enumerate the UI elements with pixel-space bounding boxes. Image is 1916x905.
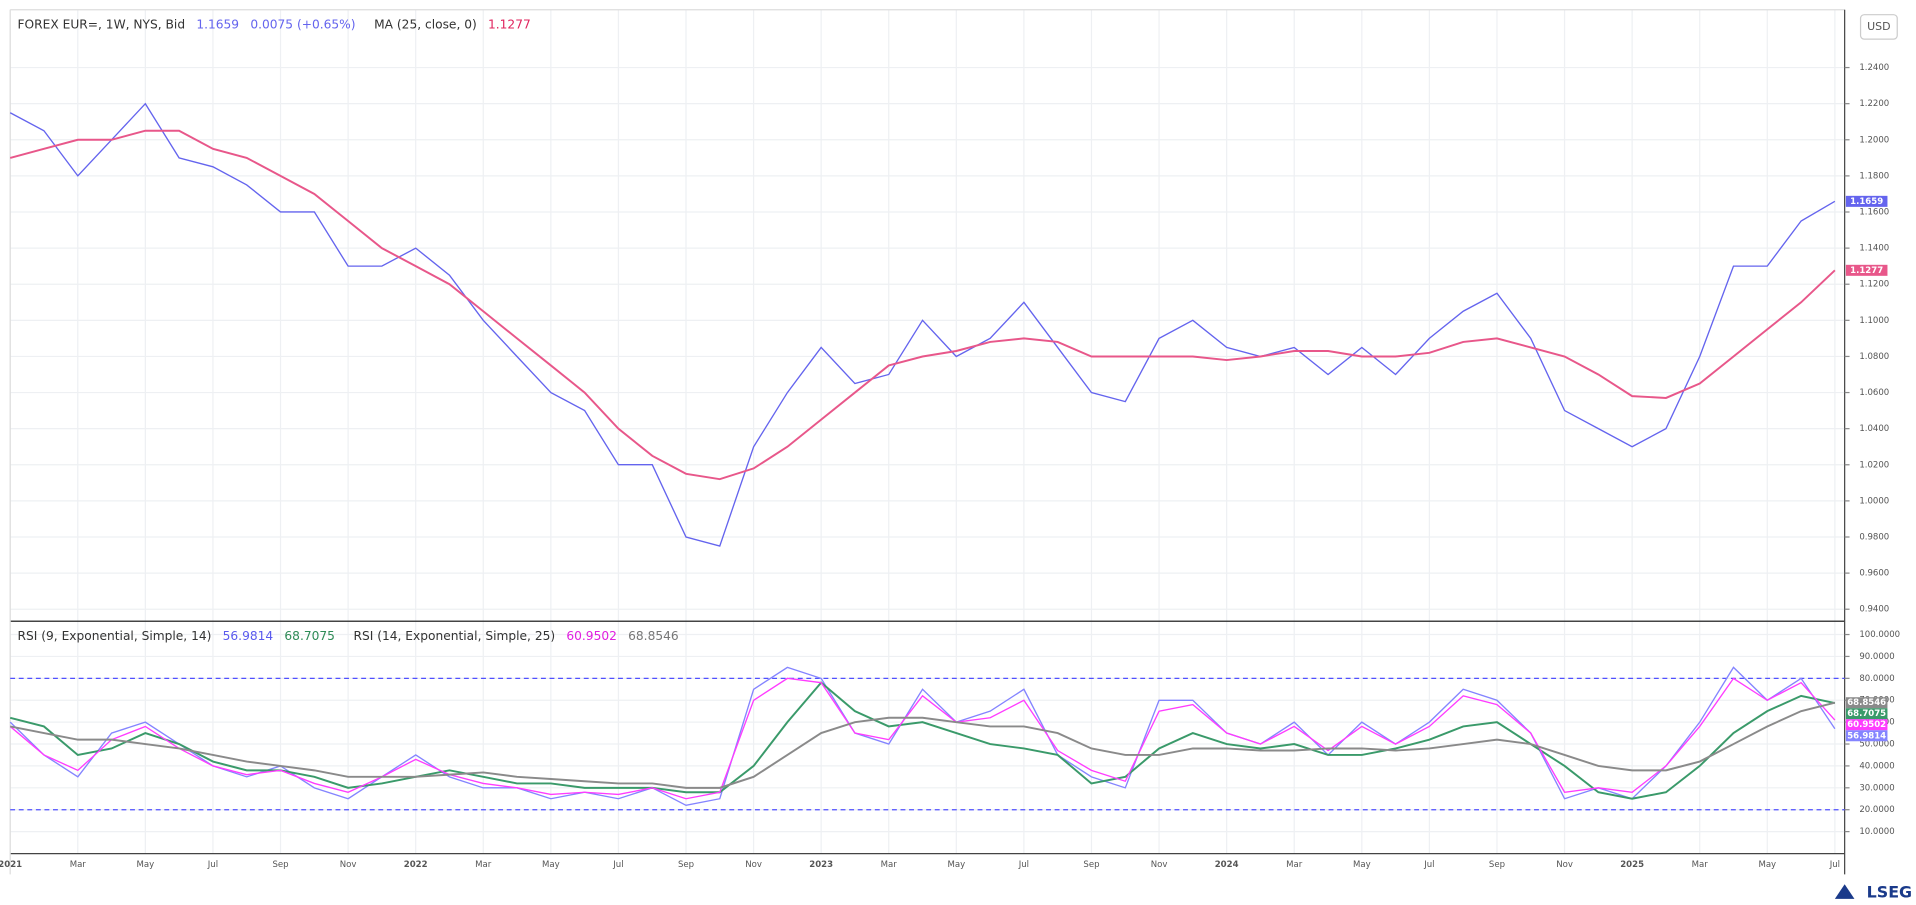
x-tick-label: May: [1758, 860, 1776, 870]
y-tick-label: 0.9800: [1859, 532, 1889, 542]
x-tick-label: May: [1353, 860, 1371, 870]
y-tick-label: 1.1800: [1859, 171, 1889, 181]
series-name: FOREX EUR=, 1W, NYS, Bid: [18, 17, 186, 31]
last-value-label: 56.9814: [1847, 731, 1886, 741]
x-tick-label: Jul: [1423, 860, 1434, 870]
logo: LSEG: [1834, 882, 1912, 901]
y-tick-label: 1.1600: [1859, 208, 1889, 218]
last-value-badge: [1845, 697, 1888, 709]
last-value: 1.1277: [488, 17, 531, 31]
rsi-legend: RSI (9, Exponential, Simple, 14) 56.9814…: [18, 628, 679, 642]
series-name: RSI (9, Exponential, Simple, 14): [18, 628, 212, 642]
series-name: MA (25, close, 0): [374, 17, 477, 31]
last-value-label: 1.1277: [1850, 266, 1883, 276]
last-value: 1.1659: [196, 17, 239, 31]
x-tick-label: Sep: [1083, 860, 1099, 870]
x-tick-label: Sep: [272, 860, 288, 870]
x-tick-label: May: [542, 860, 560, 870]
last-value-label: 68.7075: [1847, 709, 1886, 719]
change: 0.0075 (+0.65%): [250, 17, 355, 31]
x-tick-label: 2025: [1620, 860, 1644, 870]
y-tick-label: 80.0000: [1859, 674, 1894, 684]
last-value-badge: [1845, 264, 1888, 276]
x-tick-label: Mar: [475, 860, 492, 870]
y-tick-label: 90.0000: [1859, 652, 1894, 662]
x-tick-label: May: [137, 860, 155, 870]
x-tick-label: Mar: [1692, 860, 1709, 870]
last-value-badge: [1845, 719, 1888, 731]
series-line: [9, 677, 1836, 800]
x-tick-label: 2021: [0, 860, 22, 870]
last-value-label: 68.8546: [1847, 698, 1886, 708]
series-line: [10, 701, 1836, 789]
y-tick-label: 1.2000: [1859, 135, 1889, 145]
x-tick-label: Jul: [207, 860, 218, 870]
y-tick-label: 30.0000: [1859, 783, 1894, 793]
y-tick-label: 20.0000: [1859, 805, 1894, 815]
y-tick-label: 10.0000: [1859, 827, 1894, 837]
last-value: 68.8546: [628, 628, 679, 642]
x-tick-label: May: [947, 860, 965, 870]
currency-button-label[interactable]: USD: [1867, 20, 1891, 33]
series-line: [9, 129, 1836, 481]
y-tick-label: 1.0000: [1859, 496, 1889, 506]
x-tick-label: Nov: [340, 860, 357, 870]
x-tick-label: Mar: [70, 860, 87, 870]
x-tick-label: 2022: [404, 860, 428, 870]
x-tick-label: Sep: [678, 860, 694, 870]
y-tick-label: 1.2400: [1859, 63, 1889, 73]
y-tick-label: 100.0000: [1859, 630, 1900, 640]
x-tick-label: Sep: [1489, 860, 1505, 870]
last-value: 56.9814: [223, 628, 274, 642]
last-value-badge: [1845, 730, 1888, 742]
x-tick-label: Jul: [612, 860, 623, 870]
y-tick-label: 1.1200: [1859, 280, 1889, 290]
last-value: 60.9502: [566, 628, 617, 642]
last-value-badge: [1845, 708, 1888, 720]
x-tick-label: Nov: [1151, 860, 1168, 870]
x-tick-label: Mar: [881, 860, 898, 870]
last-value-label: 60.9502: [1847, 720, 1886, 730]
y-tick-label: 0.9400: [1859, 605, 1889, 615]
x-tick-label: 2024: [1215, 860, 1239, 870]
x-tick-label: Jul: [1018, 860, 1029, 870]
y-tick-label: 1.1000: [1859, 316, 1889, 326]
y-tick-label: 1.0400: [1859, 424, 1889, 434]
y-tick-label: 1.0800: [1859, 352, 1889, 362]
series-line: [9, 102, 1836, 547]
logo-text: LSEG: [1867, 882, 1912, 901]
x-tick-label: 2023: [809, 860, 833, 870]
x-tick-label: Nov: [1556, 860, 1573, 870]
plot: 2021 Mar May Jul Sep Nov 2022 Mar May Jul Sep Nov 20…: [0, 63, 1900, 870]
y-tick-label: 40.0000: [1859, 761, 1894, 771]
y-tick-label: 1.2200: [1859, 99, 1889, 109]
x-tick-label: Mar: [1286, 860, 1303, 870]
y-tick-label: 1.1400: [1859, 244, 1889, 254]
y-tick-label: 50.0000: [1859, 740, 1894, 750]
last-value-label: 1.1659: [1850, 197, 1883, 207]
y-tick-label: 1.0200: [1859, 460, 1889, 470]
series-name: RSI (14, Exponential, Simple, 25): [353, 628, 555, 642]
y-tick-label: 0.9600: [1859, 569, 1889, 579]
x-tick-label: Nov: [745, 860, 762, 870]
last-value-badge: [1845, 195, 1888, 207]
logo-icon: [1834, 884, 1855, 899]
x-tick-label: Jul: [1829, 860, 1840, 870]
last-value: 68.7075: [284, 628, 335, 642]
y-tick-label: 1.0600: [1859, 388, 1889, 398]
currency-button[interactable]: [1859, 14, 1898, 40]
price-legend: FOREX EUR=, 1W, NYS, Bid 1.1659 0.0075 (…: [18, 17, 531, 31]
